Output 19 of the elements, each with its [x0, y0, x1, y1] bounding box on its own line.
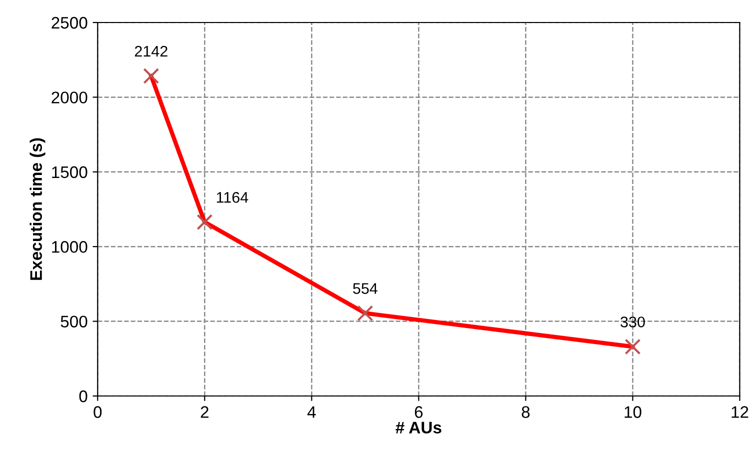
data-label: 554: [353, 283, 378, 294]
x-tick-label: 10: [624, 406, 642, 418]
y-tick-label: 1000: [52, 241, 88, 253]
x-tick-label: 12: [732, 406, 748, 418]
y-axis-title: Execution time (s): [30, 138, 46, 280]
y-tick-label: 2000: [52, 92, 88, 104]
y-tick-label: 500: [60, 316, 88, 328]
x-tick-label: 6: [414, 406, 423, 418]
y-tick-label: 1500: [52, 166, 88, 178]
x-tick-label: 8: [522, 406, 530, 418]
y-tick-label: 0: [79, 390, 88, 402]
x-axis-title: # AUs: [396, 422, 442, 434]
x-tick-label: 0: [94, 406, 102, 418]
y-tick-label: 2500: [52, 16, 88, 29]
x-tick-label: 2: [200, 406, 208, 418]
data-label: 2142: [134, 46, 168, 57]
x-tick-label: 4: [307, 406, 316, 418]
data-label: 1164: [216, 192, 248, 203]
data-label: 330: [620, 316, 645, 328]
